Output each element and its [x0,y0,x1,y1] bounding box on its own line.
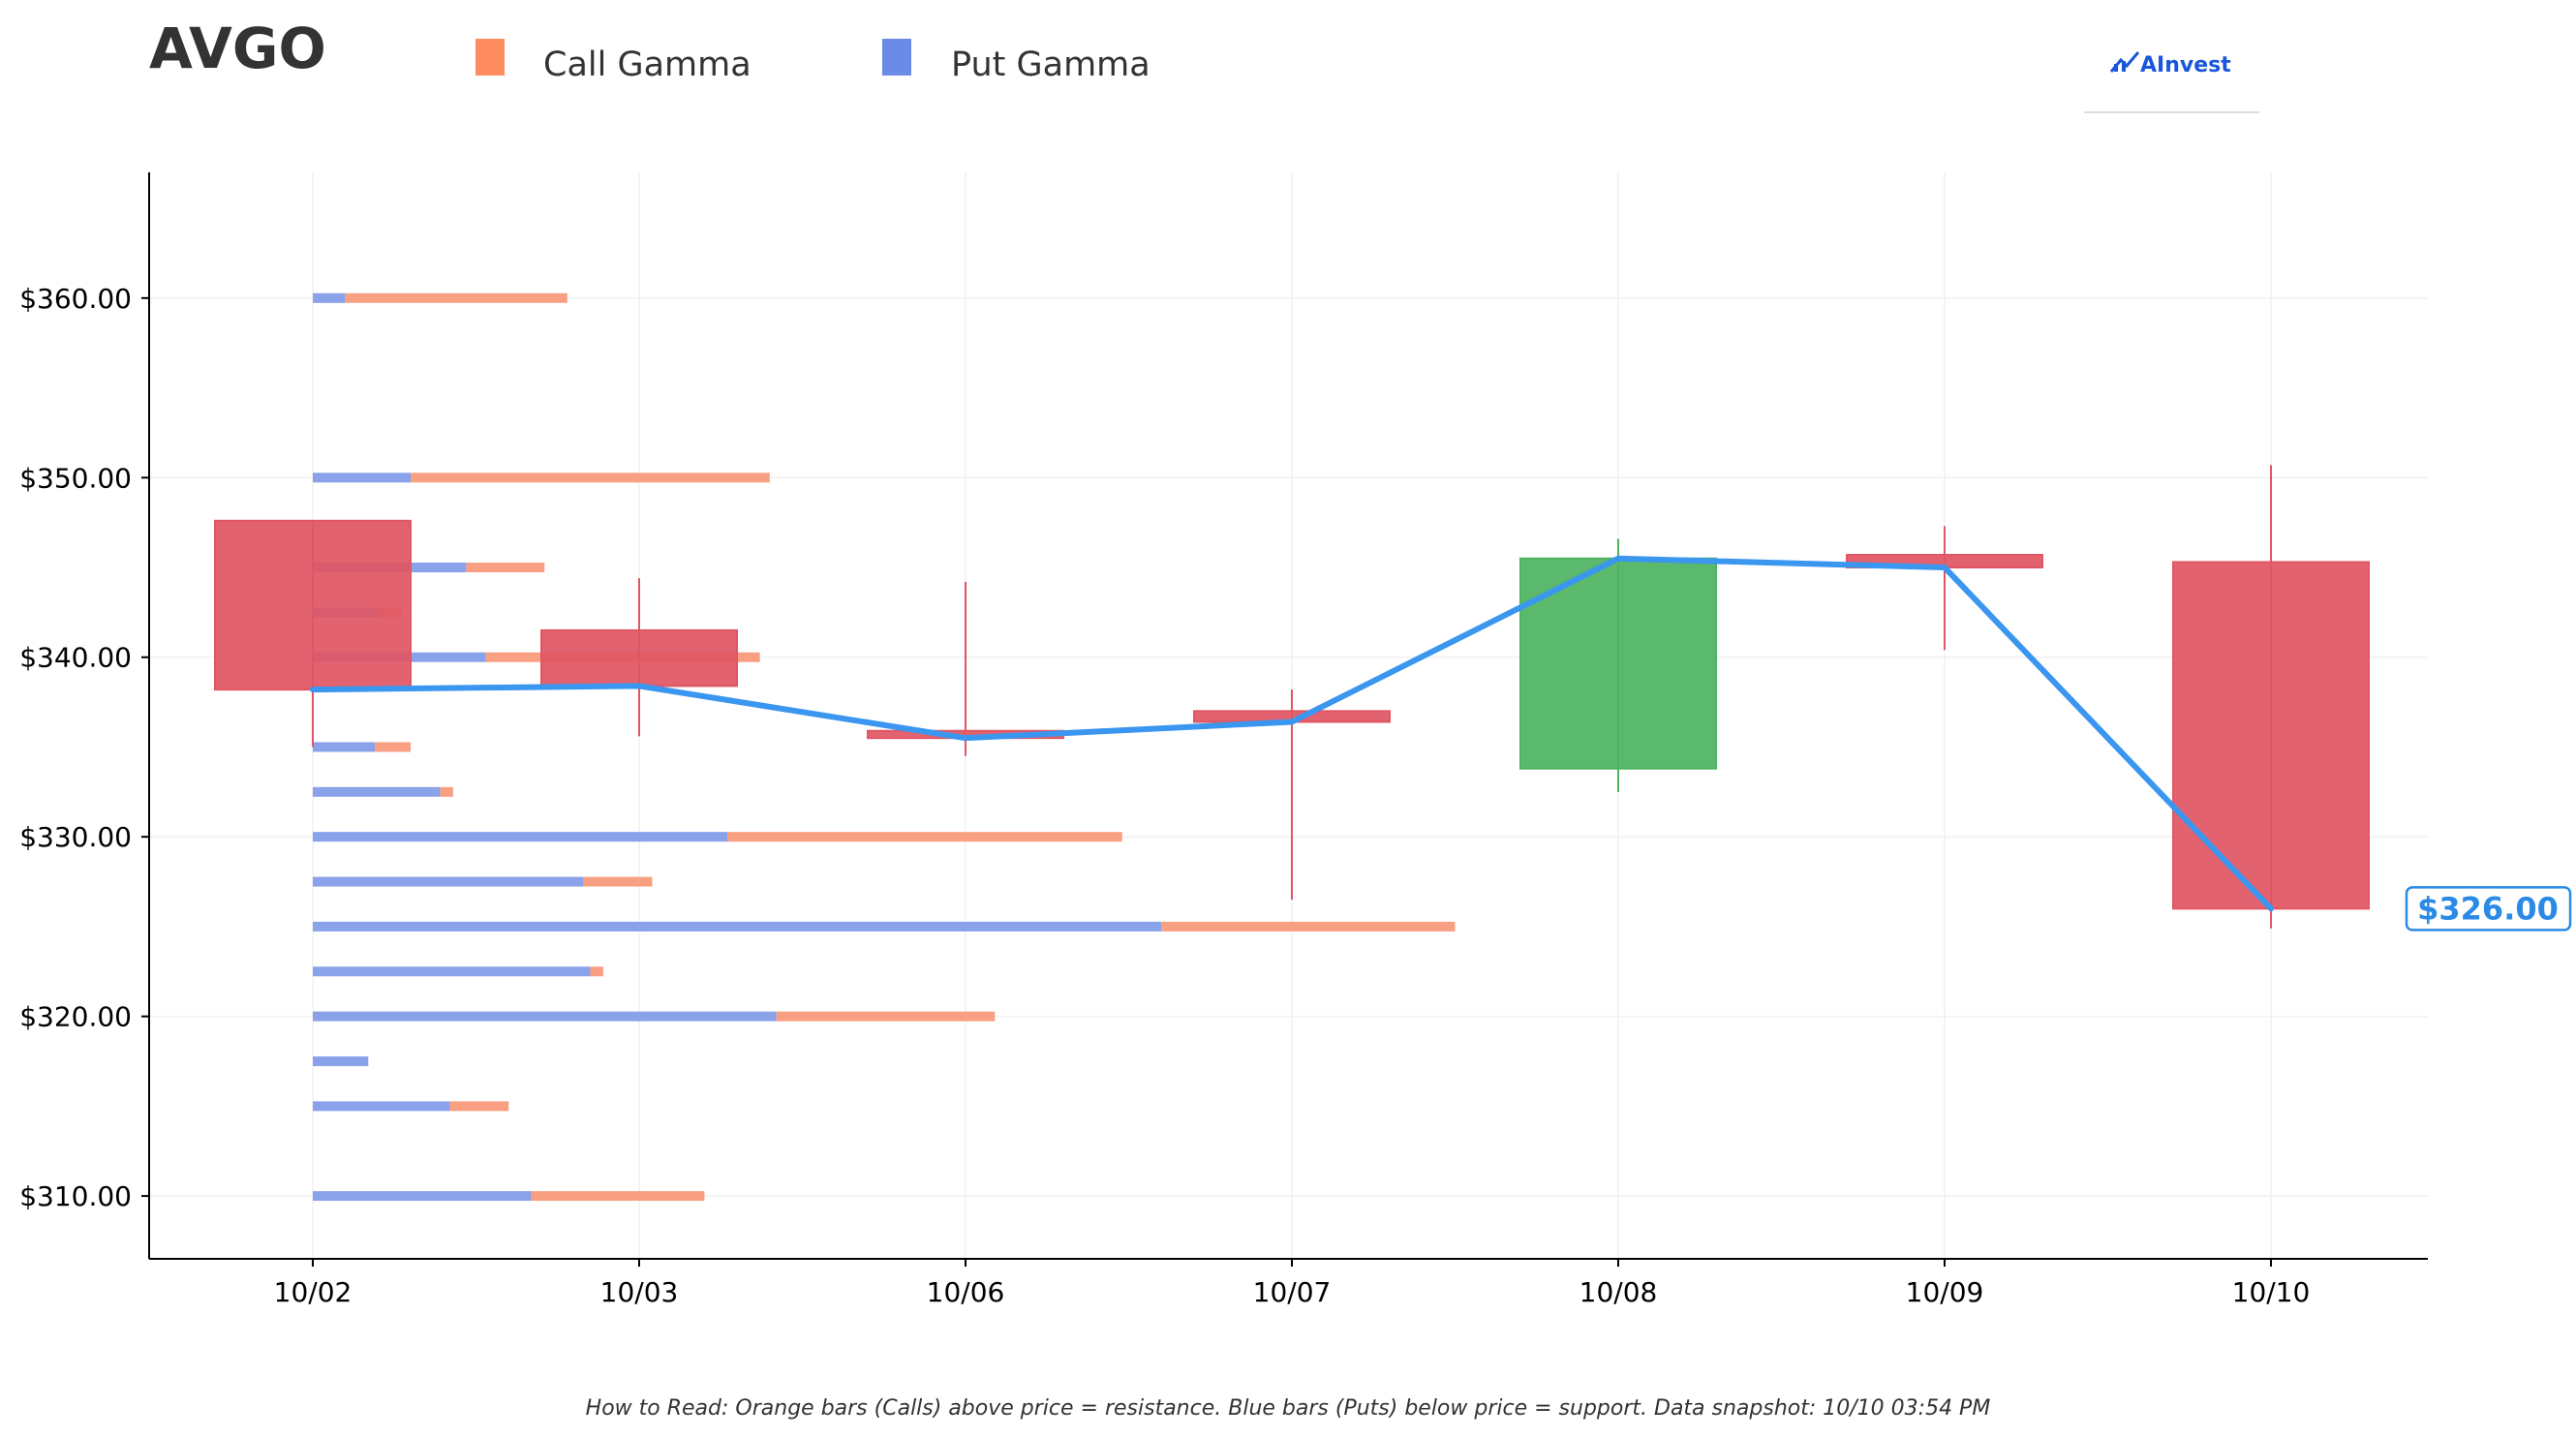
x-tick-label: 10/10 [2232,1276,2311,1308]
call-gamma-bar [411,473,770,483]
price-line [310,555,2274,912]
logo-text: AInvest [2140,53,2231,77]
x-tick-label: 10/03 [600,1276,679,1308]
put-gamma-bar [313,742,376,752]
ainvest-logo: AInvest [2084,51,2259,113]
put-gamma-bar [313,1101,450,1112]
x-tick-label: 10/08 [1579,1276,1658,1308]
put-gamma-bar [313,786,441,797]
axes: $310.00 $320.00 $330.00 $340.00 $350.00 $360.… [19,172,2428,1308]
call-gamma-bar [583,876,653,887]
put-gamma-bar [313,966,591,977]
logo-bar-icon [2122,61,2126,72]
y-tick-label: $360.00 [19,283,132,315]
put-gamma-bar [313,1011,777,1022]
call-gamma-bar [531,1191,705,1202]
x-tick-label: 10/09 [1906,1276,1984,1308]
legend-put-swatch [882,39,911,76]
put-gamma-bar [313,1191,532,1202]
y-tick-label: $340.00 [19,642,132,674]
call-gamma-bar [776,1011,996,1022]
legend-call-label: Call Gamma [543,46,751,84]
put-gamma-bar [313,1056,369,1066]
candle-body [214,519,412,691]
price-line-group [310,555,2274,912]
put-gamma-bar [313,832,727,842]
put-gamma-bar [313,473,412,483]
call-gamma-bar [345,292,567,303]
legend-put-label: Put Gamma [951,46,1150,84]
current-price-box [2405,886,2572,932]
put-gamma-bar [313,292,346,303]
call-gamma-bar [449,1101,509,1112]
legend-call-swatch [475,39,505,76]
chart-title: AVGO [149,15,326,81]
y-tick-label: $330.00 [19,821,132,853]
current-price-label: $326.00 [2417,890,2559,927]
y-tick-label: $320.00 [19,1001,132,1033]
logo-bar-icon [2114,64,2118,72]
x-tick-label: 10/02 [274,1276,353,1308]
put-gamma-bar [313,876,584,887]
gamma-bars [313,292,1456,1202]
how-to-read-footnote: How to Read: Orange bars (Calls) above p… [586,1396,1991,1421]
y-tick-label: $310.00 [19,1180,132,1212]
y-tick-label: $350.00 [19,462,132,494]
call-gamma-bar [466,563,545,572]
candle-body [2172,561,2370,910]
call-gamma-bar [726,832,1122,842]
x-tick-label: 10/07 [1253,1276,1332,1308]
x-tick-label: 10/06 [927,1276,1005,1308]
call-gamma-bar [440,786,453,797]
candle-body [540,628,738,688]
call-gamma-bar [1161,921,1456,932]
candles [214,465,2370,929]
call-gamma-bar [590,966,603,977]
put-gamma-bar [313,921,1162,932]
current-price-tag: $326.00 [2405,886,2572,932]
call-gamma-bar [375,742,412,752]
